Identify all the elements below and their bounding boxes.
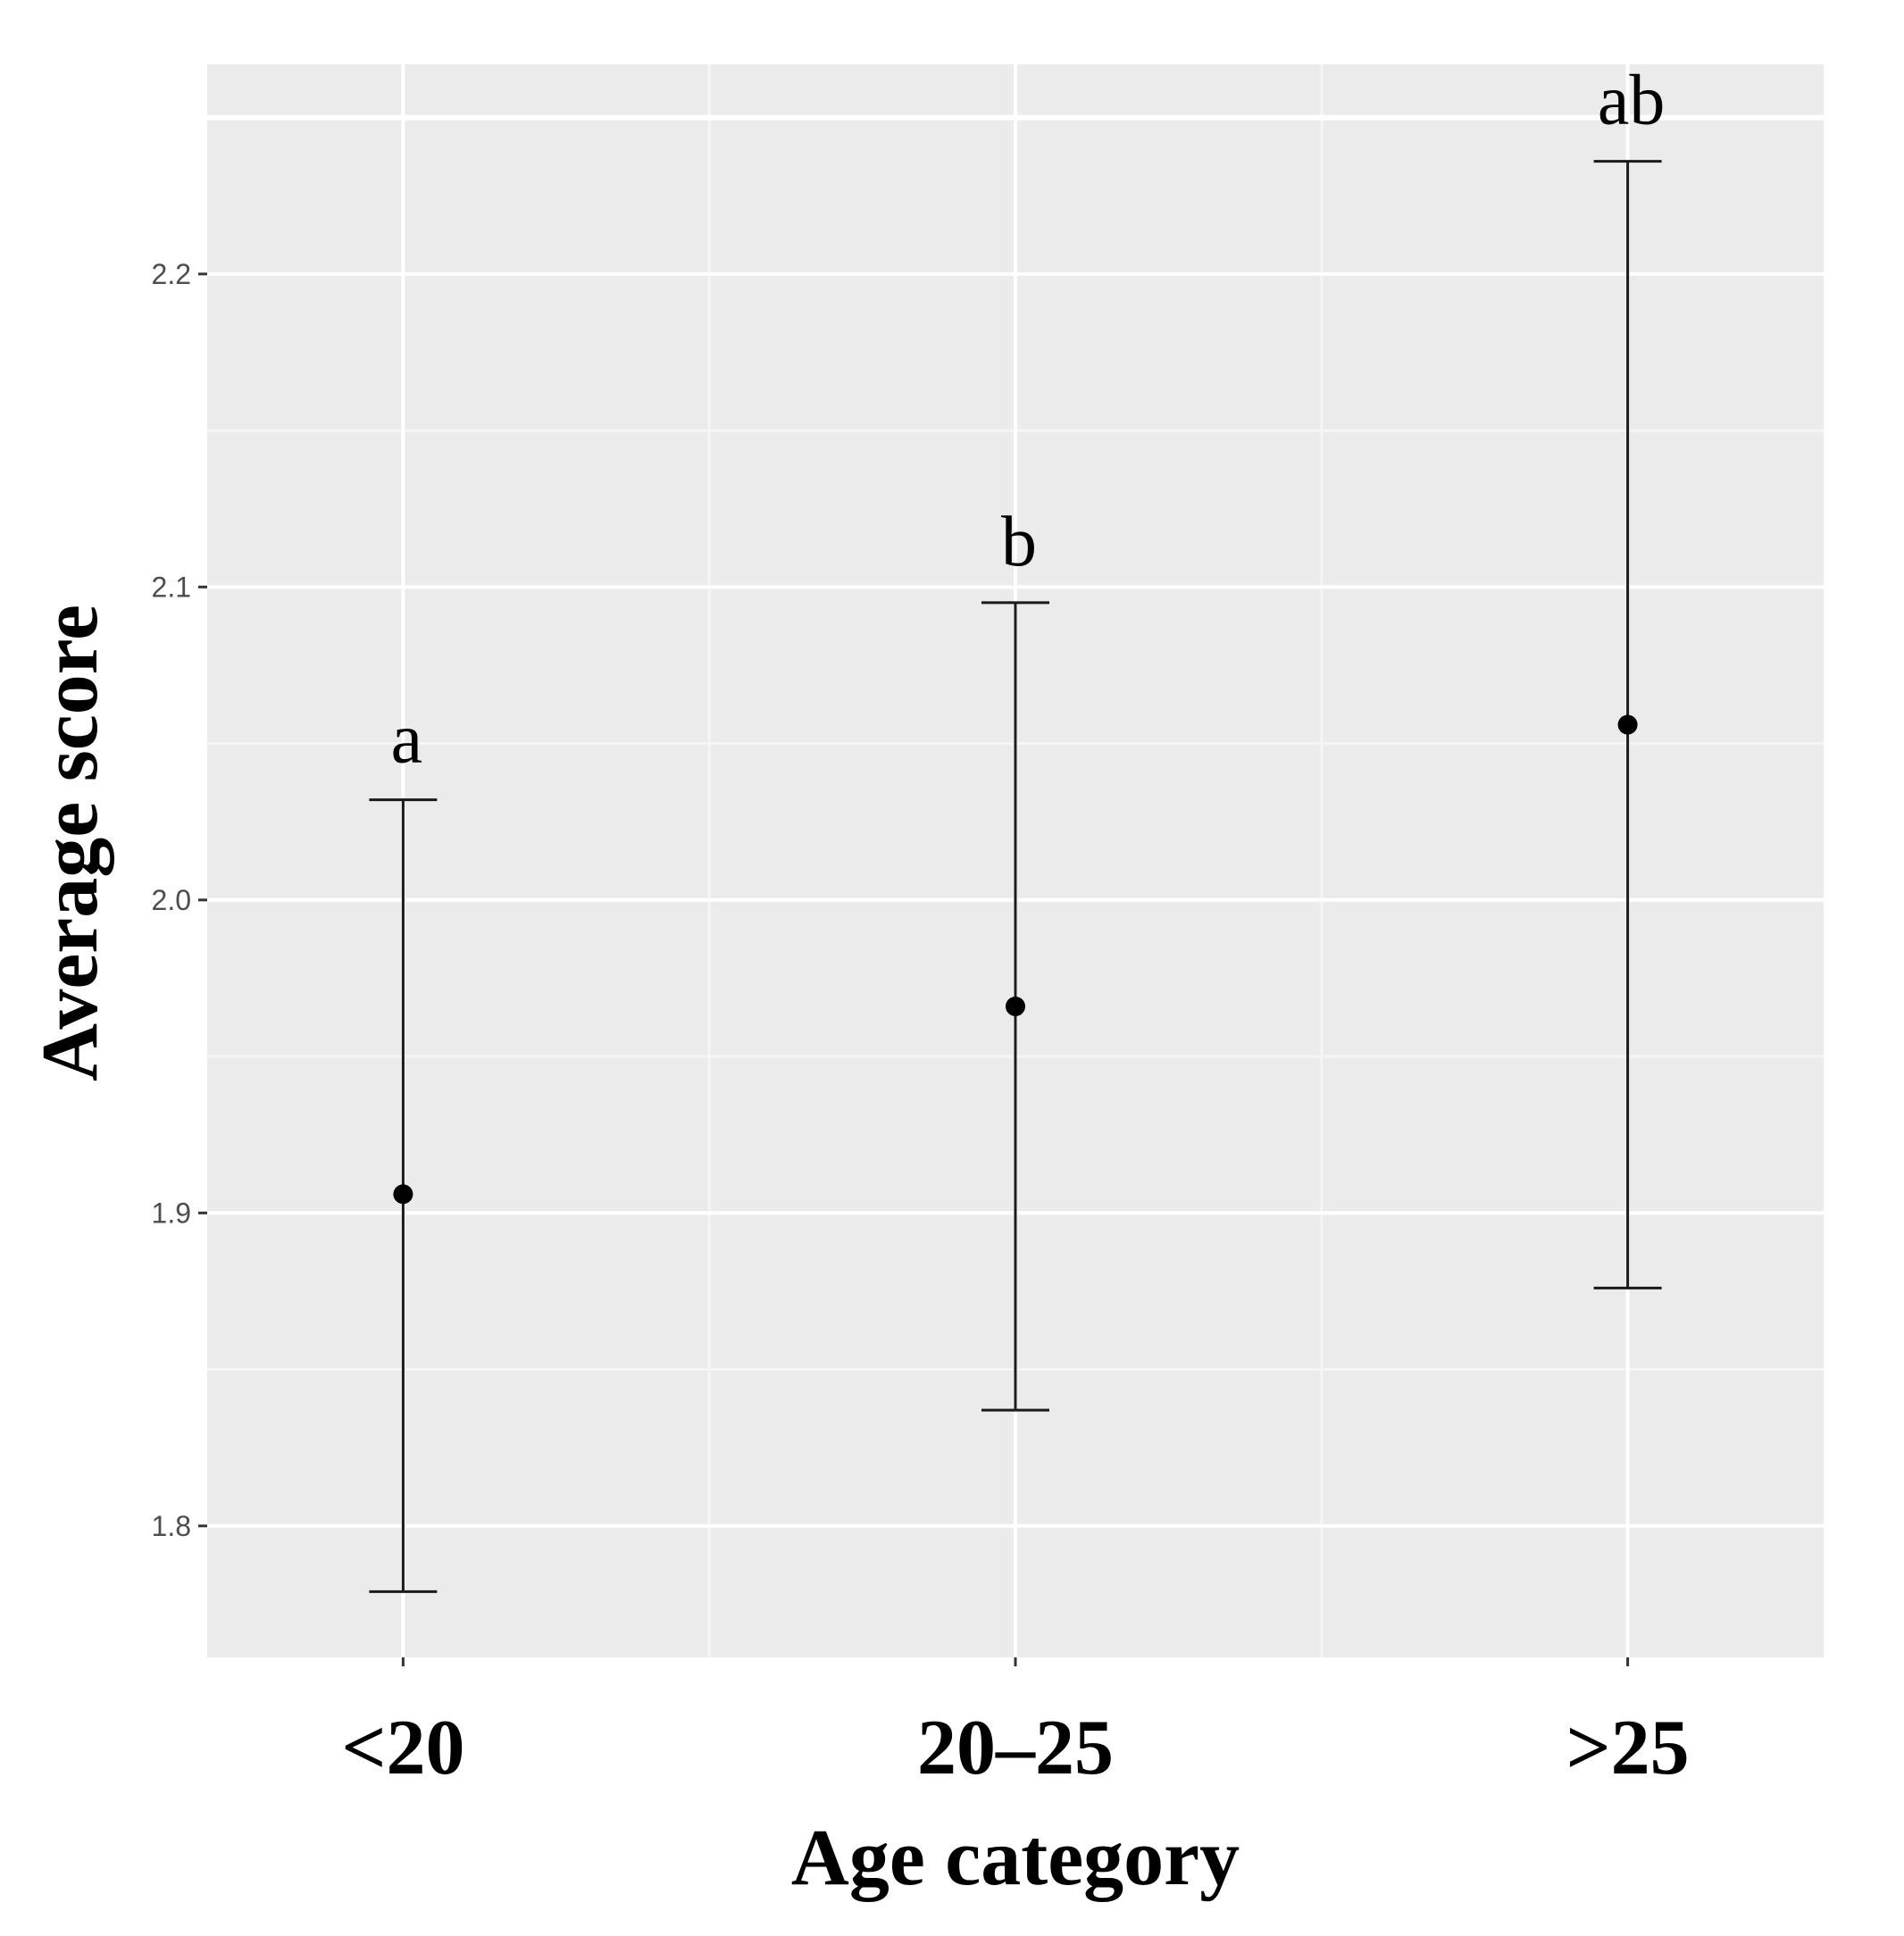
- x-axis-title: Age category: [791, 1814, 1240, 1902]
- data-point: [1006, 996, 1025, 1016]
- data-point: [1617, 714, 1638, 735]
- y-tick-label: 1.9: [152, 1197, 191, 1229]
- y-tick-label: 1.8: [152, 1510, 191, 1542]
- x-axis: <20 20–25 >25: [341, 1657, 1690, 1791]
- x-tick-label: >25: [1566, 1705, 1690, 1791]
- significance-label: ab: [1598, 62, 1666, 140]
- x-tick-label: <20: [341, 1705, 464, 1791]
- data-points: [393, 714, 1638, 1205]
- y-axis-title: Average score: [26, 605, 114, 1081]
- y-axis: 1.8 1.9 2.0 2.1 2.2: [152, 258, 207, 1542]
- significance-label: b: [1001, 503, 1037, 581]
- y-tick-label: 2.0: [152, 884, 191, 916]
- y-tick-label: 2.2: [152, 258, 191, 290]
- x-tick-label: 20–25: [917, 1705, 1114, 1791]
- significance-label: a: [391, 700, 423, 779]
- y-tick-label: 2.1: [152, 571, 191, 603]
- data-point: [393, 1184, 413, 1205]
